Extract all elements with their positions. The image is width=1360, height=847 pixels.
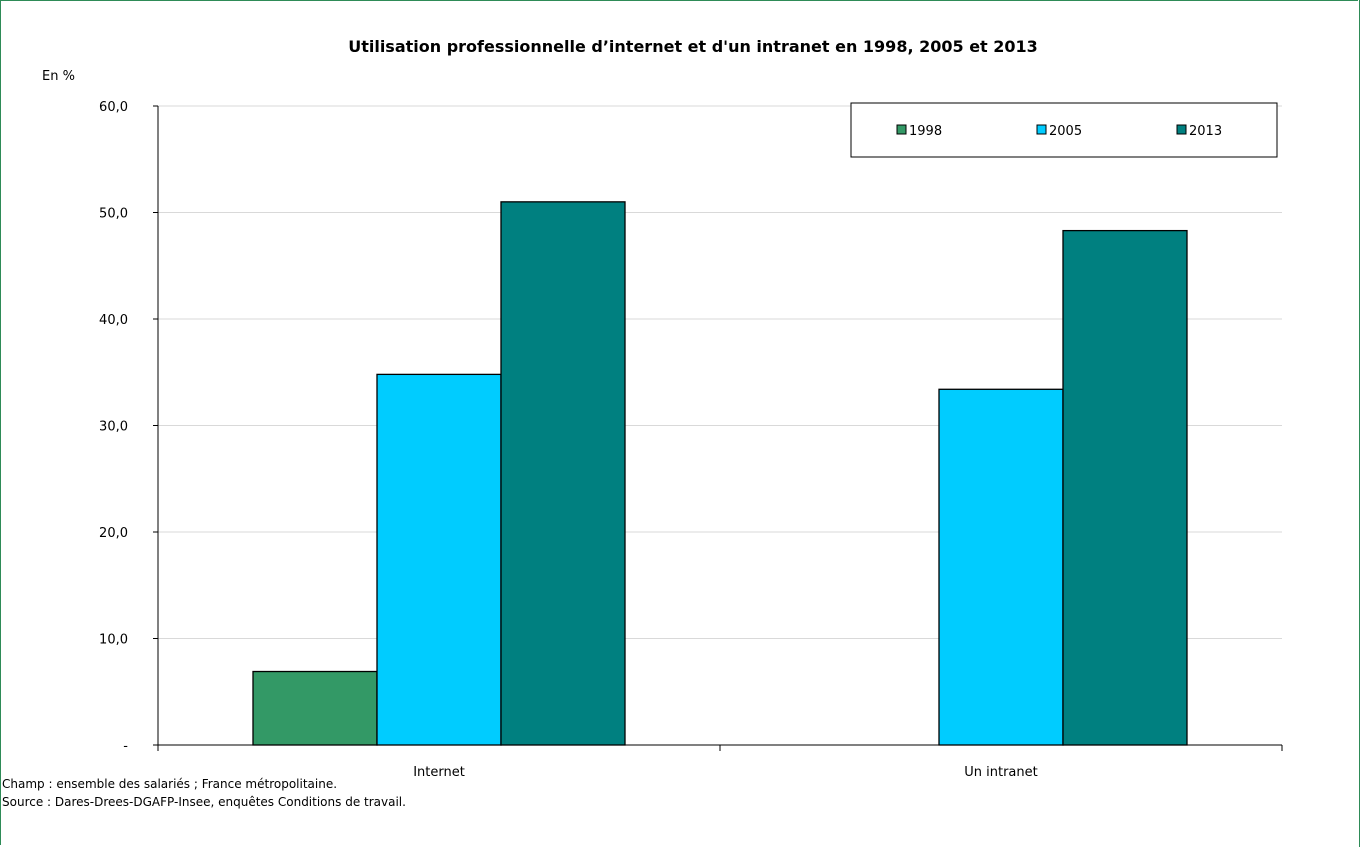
legend-swatch-2005	[1036, 124, 1047, 135]
y-tick-label: 10,0	[99, 633, 128, 648]
bars	[252, 201, 1188, 746]
gridlines	[158, 105, 1282, 639]
note-source: Source : Dares-Drees-DGAFP-Insee, enquêt…	[2, 795, 406, 809]
bar-1998-internet	[252, 670, 378, 746]
legend-swatch-1998	[896, 124, 907, 135]
y-tick-label: 20,0	[99, 526, 128, 541]
note-champ: Champ : ensemble des salariés ; France m…	[2, 777, 338, 791]
bar-2013-intranet	[1062, 229, 1188, 746]
axes: - 10,0 20,0 30,0 40,0 50,0 60,0 Internet Un intr…	[99, 100, 1283, 780]
y-tick-label: 40,0	[99, 313, 128, 328]
legend-label-2013: 2013	[1189, 124, 1222, 139]
y-tick-label: -	[123, 739, 128, 754]
y-tick-label: 50,0	[99, 207, 128, 222]
y-axis-unit-label: En %	[42, 69, 75, 84]
x-category-label: Internet	[413, 765, 465, 780]
x-category-label: Un intranet	[964, 765, 1037, 780]
bar-2013-internet	[500, 201, 626, 746]
chart-title: Utilisation professionnelle d’internet e…	[348, 37, 1038, 56]
y-tick-label: 60,0	[99, 100, 128, 115]
legend-label-1998: 1998	[909, 124, 942, 139]
legend: 1998 2005 2013	[850, 102, 1278, 158]
bar-2005-internet	[376, 373, 502, 746]
bar-2005-intranet	[938, 388, 1064, 746]
legend-box	[850, 102, 1278, 158]
legend-label-2005: 2005	[1049, 124, 1082, 139]
y-tick-label: 30,0	[99, 420, 128, 435]
legend-swatch-2013	[1176, 124, 1187, 135]
